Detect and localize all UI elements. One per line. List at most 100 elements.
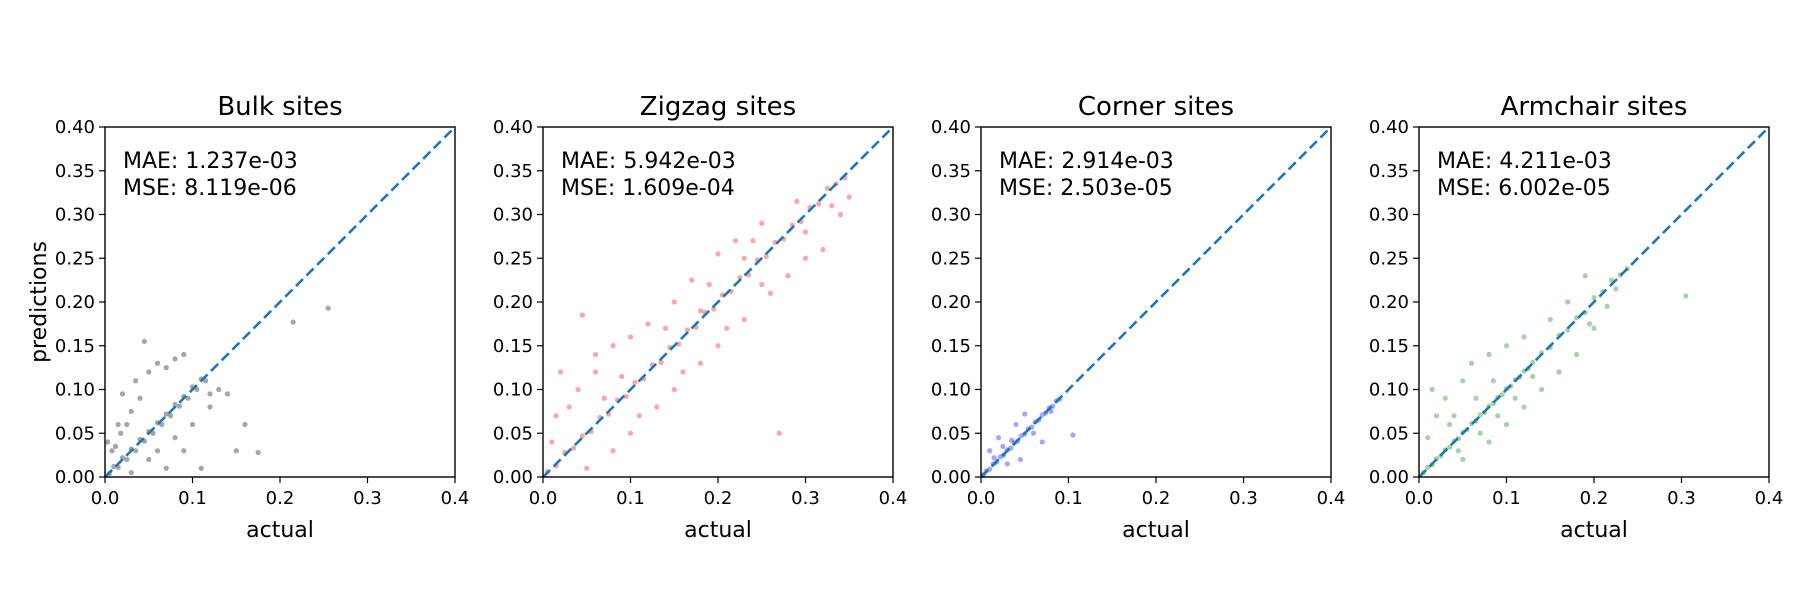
data-point (619, 373, 625, 379)
data-point (627, 430, 634, 436)
data-point (575, 386, 581, 393)
data-point (255, 449, 261, 456)
x-tick-label: 0.0 (91, 488, 120, 509)
data-point (119, 391, 126, 397)
data-point (146, 369, 152, 375)
data-point (1460, 456, 1466, 463)
data-point (802, 255, 809, 261)
panel-title: Armchair sites (1501, 92, 1688, 122)
data-point (636, 413, 642, 419)
data-point (1429, 386, 1435, 393)
y-tick-label: 0.20 (931, 292, 971, 313)
x-tick-label: 0.3 (791, 488, 820, 509)
mse-annotation: MSE: 8.119e-06 (123, 176, 297, 201)
data-point (715, 343, 721, 349)
data-point (1009, 437, 1015, 443)
data-point (1512, 395, 1518, 401)
x-axis-ticks: 0.0 0.1 0.2 0.3 0.4 (967, 477, 1345, 509)
data-point (181, 351, 187, 358)
data-point (1013, 421, 1019, 428)
data-point (995, 435, 1002, 441)
data-point (154, 448, 161, 454)
data-point (1604, 303, 1610, 309)
y-tick-label: 0.05 (1369, 423, 1409, 444)
data-point (172, 401, 178, 407)
data-point (759, 220, 765, 226)
data-point (1556, 369, 1562, 375)
data-point (689, 277, 695, 283)
identity-reference-line (1418, 126, 1770, 478)
data-point (168, 413, 174, 419)
data-point (794, 198, 800, 204)
data-point (172, 356, 178, 362)
data-point (105, 439, 111, 445)
data-point (198, 465, 204, 471)
data-point (1547, 316, 1553, 323)
data-point (163, 465, 169, 471)
x-axis-label: actual (684, 518, 752, 543)
data-point (146, 456, 152, 463)
mae-annotation: MAE: 4.211e-03 (1437, 149, 1612, 174)
data-point (645, 321, 651, 327)
data-point (325, 305, 331, 311)
y-tick-label: 0.40 (931, 117, 971, 138)
y-axis-label: predictions (27, 241, 52, 363)
data-point (1000, 443, 1006, 449)
data-point (785, 273, 791, 279)
x-tick-label: 0.4 (879, 488, 908, 509)
y-tick-label: 0.35 (55, 161, 95, 182)
x-tick-label: 0.2 (1580, 488, 1609, 509)
data-point (1503, 343, 1510, 349)
data-point (1018, 433, 1024, 439)
y-tick-label: 0.40 (55, 117, 95, 138)
data-point (671, 386, 677, 393)
data-point (109, 448, 115, 454)
data-point (1039, 412, 1045, 418)
data-point (1451, 413, 1457, 419)
data-point (137, 395, 143, 401)
data-point (627, 334, 634, 340)
data-point (1070, 432, 1076, 438)
data-point (737, 274, 743, 281)
y-axis-ticks: 0.00 0.05 0.10 0.15 0.20 0.25 0.30 0.35 0.40 (55, 117, 105, 488)
data-point (623, 393, 629, 400)
data-point (242, 421, 248, 428)
data-point (1499, 392, 1505, 398)
x-axis-label: actual (1560, 518, 1628, 543)
panel-zigzag: 0.0 0.1 0.2 0.3 0.4 0.00 0.05 0.10 0.15 0.20 0.25… (493, 92, 907, 543)
y-axis-ticks: 0.00 0.05 0.10 0.15 0.20 0.25 0.30 0.35 0.40 (1369, 117, 1419, 488)
y-tick-label: 0.00 (55, 467, 95, 488)
data-point (1030, 430, 1037, 436)
data-point (154, 360, 161, 366)
y-tick-label: 0.20 (1369, 292, 1409, 313)
data-point (1004, 461, 1010, 467)
data-point (1433, 413, 1440, 419)
data-point (759, 281, 765, 288)
panel-armchair: 0.0 0.1 0.2 0.3 0.4 0.00 0.05 0.10 0.15 0.20 0.25… (1369, 92, 1783, 543)
data-point (697, 308, 704, 314)
y-tick-label: 0.10 (493, 380, 533, 401)
y-tick-label: 0.10 (55, 380, 95, 401)
data-point (592, 369, 599, 375)
data-point (1486, 439, 1492, 445)
panel-bulk: 0.0 0.1 0.2 0.3 0.4 0.00 0.05 0.10 0.15 0.20 0.25… (27, 92, 469, 543)
data-point (133, 448, 139, 454)
data-point (207, 404, 213, 410)
data-point (553, 413, 559, 419)
data-point (776, 430, 782, 436)
y-tick-label: 0.35 (1369, 161, 1409, 182)
x-tick-label: 0.4 (441, 488, 470, 509)
y-tick-label: 0.30 (55, 205, 95, 226)
data-point (697, 360, 704, 366)
data-point (176, 403, 182, 409)
data-point (592, 351, 599, 358)
data-point (846, 194, 852, 200)
data-point (1530, 373, 1536, 379)
data-point (1521, 334, 1527, 340)
data-point (549, 439, 555, 445)
data-point (680, 369, 686, 375)
data-point (1495, 413, 1501, 419)
data-point (1573, 351, 1580, 358)
data-point (566, 404, 572, 410)
x-tick-label: 0.4 (1755, 488, 1784, 509)
